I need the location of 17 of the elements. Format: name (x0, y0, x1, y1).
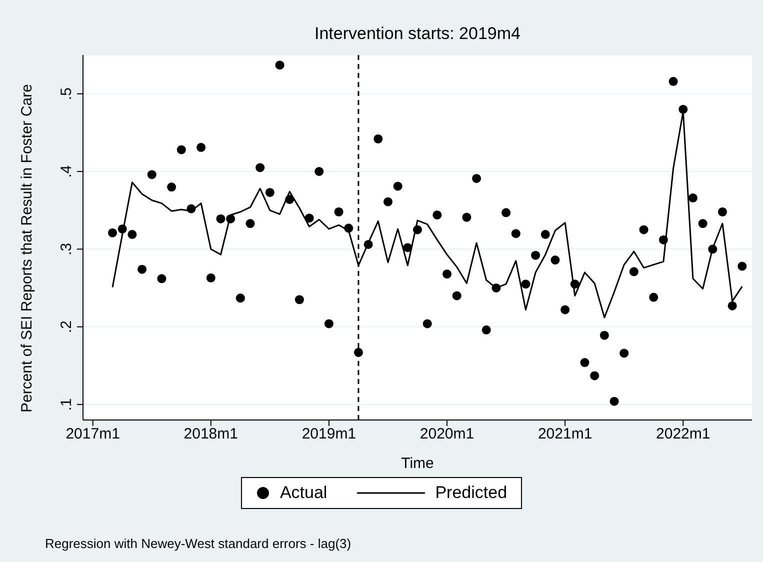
y-tick-label: .2 (58, 320, 75, 334)
y-tick-label: .3 (58, 242, 75, 256)
x-axis-title: Time (401, 455, 434, 472)
y-axis-title: Percent of SEI Reports that Result in Foster Care (18, 84, 36, 412)
y-tick-label: .1 (58, 398, 75, 411)
legend-label: Predicted (435, 483, 508, 503)
x-tick-label: 2021m1 (538, 426, 592, 443)
text: Regression with Newey-West standard errors - lag(3) (45, 536, 352, 551)
y-tick-label: .4 (58, 165, 75, 178)
x-tick-label: 2019m1 (302, 426, 356, 443)
x-tick-label: 2018m1 (184, 426, 238, 443)
x-tick-label: 2020m1 (420, 426, 474, 443)
legend-label: Actual (280, 483, 328, 503)
y-tick-label: .5 (58, 88, 75, 100)
x-tick-label: 2022m1 (656, 426, 710, 443)
chart-title: Intervention starts: 2019m4 (313, 24, 522, 44)
x-tick-label: 2017m1 (66, 426, 120, 443)
